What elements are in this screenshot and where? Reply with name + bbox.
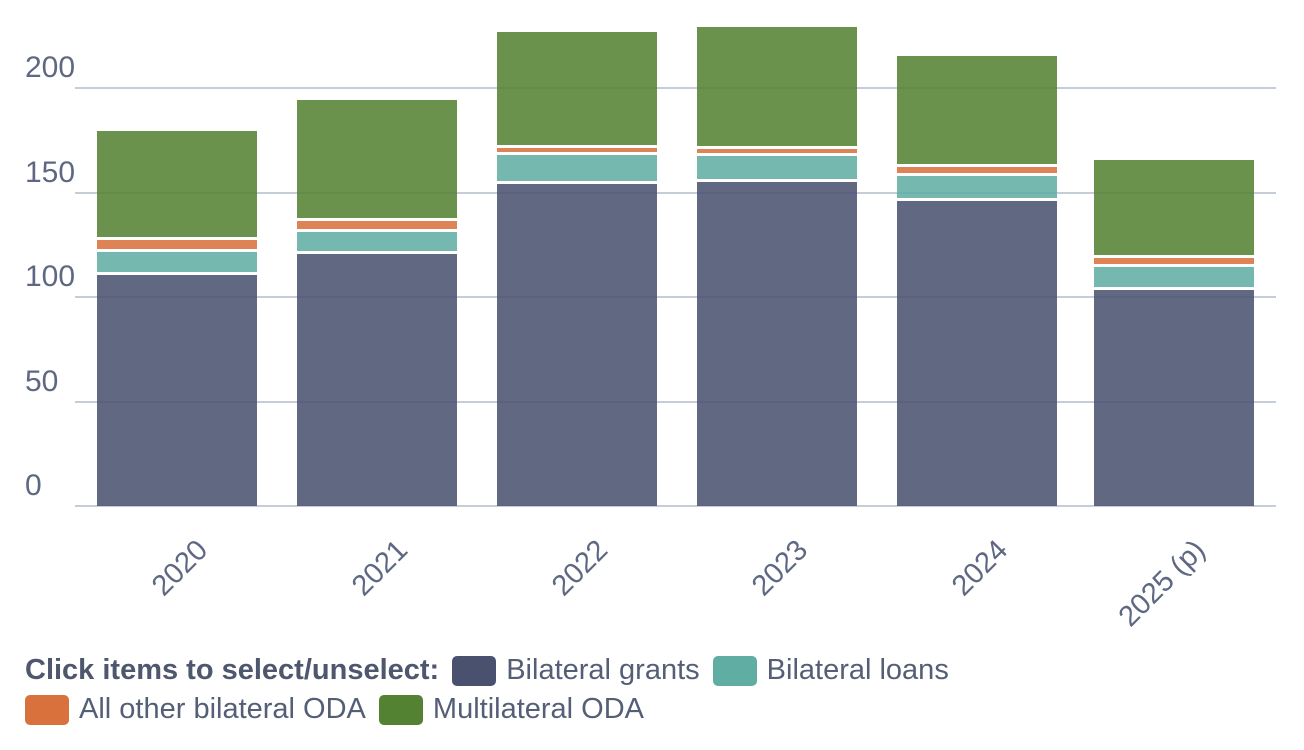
bar-segment[interactable]: [697, 27, 857, 147]
y-tick-label: 150: [25, 155, 76, 189]
legend-item-multilateral-oda[interactable]: Multilateral ODA: [378, 693, 645, 726]
bar-segment[interactable]: [697, 149, 857, 154]
bar-segment[interactable]: [697, 156, 857, 179]
x-tick-label: 2024: [946, 534, 1015, 603]
legend-item-all-other-bilateral-oda[interactable]: All other bilateral ODA: [25, 693, 366, 726]
x-tick-label: 2022: [546, 534, 615, 603]
legend-label[interactable]: Bilateral grants: [506, 654, 700, 686]
y-tick-label: 50: [25, 364, 59, 398]
x-tick-label: 2025 (p): [1112, 534, 1212, 634]
legend-label[interactable]: All other bilateral ODA: [79, 693, 366, 725]
legend-swatch[interactable]: [712, 655, 757, 686]
legend-label[interactable]: Multilateral ODA: [432, 693, 645, 725]
legend-item-bilateral-grants[interactable]: Bilateral grants: [452, 654, 700, 687]
bar-segment[interactable]: [497, 155, 657, 182]
bar-segment[interactable]: [97, 252, 257, 273]
bar-segment[interactable]: [1094, 160, 1254, 255]
bar-segment[interactable]: [497, 32, 657, 145]
bar-segment[interactable]: [97, 275, 257, 506]
bar-segment[interactable]: [297, 99, 457, 219]
legend: Click items to select/unselect: Bilatera…: [25, 654, 1065, 726]
x-tick-label: 2020: [146, 534, 215, 603]
bar-segment[interactable]: [297, 231, 457, 251]
gridline: [75, 505, 1276, 507]
x-tick-label: 2023: [746, 534, 815, 603]
gridline: [75, 400, 1276, 403]
y-tick-label: 100: [25, 260, 76, 294]
x-tick-label: 2021: [346, 534, 415, 603]
bar-segment[interactable]: [897, 200, 1057, 506]
bar-segment[interactable]: [497, 147, 657, 153]
bar-segment[interactable]: [497, 184, 657, 506]
gridline: [75, 191, 1276, 194]
bar-segment[interactable]: [697, 181, 857, 506]
legend-swatch[interactable]: [378, 694, 423, 725]
bar-segment[interactable]: [897, 56, 1057, 164]
y-tick-label: 200: [25, 51, 76, 85]
y-tick-label: 0: [25, 469, 42, 502]
bar-segment[interactable]: [97, 130, 257, 238]
bar-segment[interactable]: [897, 166, 1057, 174]
bar-segment[interactable]: [97, 240, 257, 250]
legend-swatch[interactable]: [452, 655, 497, 686]
legend-item-bilateral-loans[interactable]: Bilateral loans: [712, 654, 949, 687]
legend-intro: Click items to select/unselect:: [25, 654, 440, 686]
gridline: [75, 296, 1276, 299]
bar-segment[interactable]: [1094, 257, 1254, 265]
bar-segment[interactable]: [1094, 267, 1254, 288]
bar-segment[interactable]: [297, 221, 457, 229]
gridline: [75, 87, 1276, 90]
bar-segment[interactable]: [1094, 290, 1254, 506]
bar-segment[interactable]: [897, 176, 1057, 198]
legend-label[interactable]: Bilateral loans: [766, 654, 949, 686]
legend-swatch[interactable]: [25, 694, 69, 725]
bar-segment[interactable]: [297, 253, 457, 506]
